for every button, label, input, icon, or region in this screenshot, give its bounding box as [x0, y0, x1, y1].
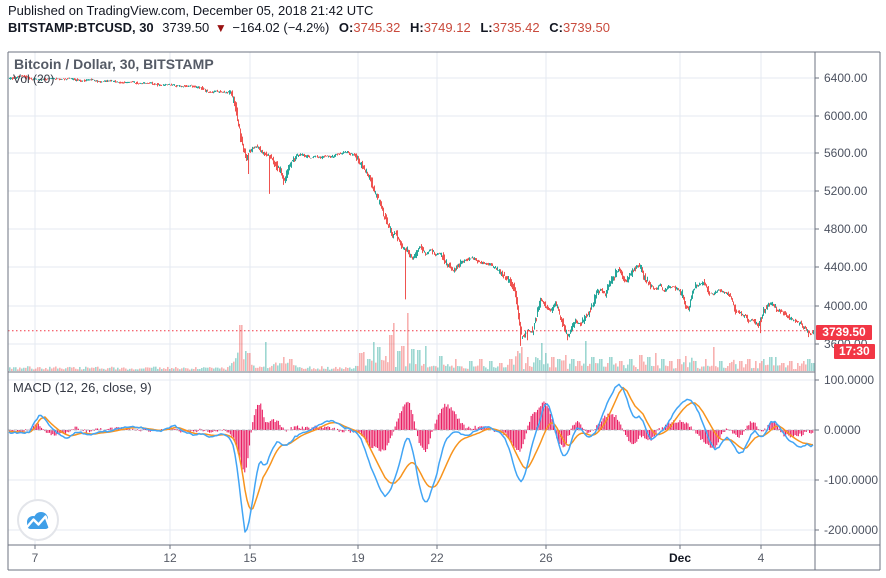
high-label: H:	[409, 20, 424, 35]
macd-histogram	[9, 401, 814, 473]
time-tick-label: 4	[757, 551, 765, 565]
close-label: C:	[549, 20, 563, 35]
tradingview-logo[interactable]	[16, 498, 60, 542]
symbol-label: BITSTAMP:BTCUSD, 30	[8, 20, 154, 35]
high-value: 3749.12	[423, 20, 471, 35]
cloud-mountain-icon	[25, 512, 51, 529]
symbol-status-line: BITSTAMP:BTCUSD, 30 3739.50 ▼ −164.02 (−…	[8, 20, 610, 35]
last-price: 3739.50	[162, 20, 210, 35]
macd-line	[8, 383, 814, 533]
last-price-badge: 3739.50	[816, 325, 872, 340]
time-tick-label: 26	[539, 551, 553, 565]
price-tick-label: 4000.00	[824, 299, 868, 313]
macd-indicator-label: MACD (12, 26, close, 9)	[13, 380, 152, 395]
close-value: 3739.50	[562, 20, 610, 35]
macd-tick-label: 100.0000	[824, 373, 875, 387]
volume-indicator-label: Vol (20)	[13, 72, 55, 86]
macd-tick-label: -100.0000	[824, 473, 879, 487]
open-value: 3745.32	[353, 20, 401, 35]
time-tick-label: Dec	[668, 551, 692, 565]
time-tick-label: 12	[163, 551, 177, 565]
grid	[8, 52, 815, 545]
price-tick-label: 4400.00	[824, 260, 868, 274]
frame	[7, 51, 881, 571]
price-tick-label: 5200.00	[824, 184, 868, 198]
time-tick-label: 19	[351, 551, 365, 565]
low-label: L:	[480, 20, 493, 35]
open-label: O:	[338, 20, 354, 35]
macd-tick-label: -200.0000	[824, 523, 879, 537]
price-tick-label: 5600.00	[824, 146, 868, 160]
price-change: −164.02 (−4.2%)	[232, 20, 330, 35]
price-tick-label: 4800.00	[824, 222, 868, 236]
low-value: 3735.42	[492, 20, 540, 35]
chart-title: Bitcoin / Dollar, 30, BITSTAMP	[14, 56, 214, 72]
down-arrow-icon: ▼	[214, 21, 227, 35]
time-tick-label: 7	[31, 551, 39, 565]
last-time-badge: 17:30	[834, 344, 875, 359]
candlestick-series	[9, 74, 814, 346]
time-tick-label: 22	[430, 551, 444, 565]
published-line: Published on TradingView.com, December 0…	[8, 3, 374, 18]
price-tick-label: 6000.00	[824, 109, 868, 123]
time-tick-label: 15	[243, 551, 257, 565]
price-tick-label: 6400.00	[824, 71, 868, 85]
macd-tick-label: 0.0000	[824, 423, 861, 437]
signal-line	[8, 386, 814, 511]
volume-series	[9, 313, 815, 371]
